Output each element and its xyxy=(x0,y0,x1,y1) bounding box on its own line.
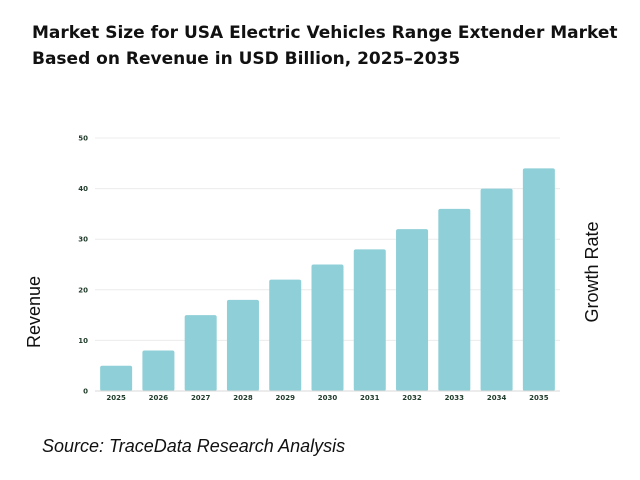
chart-title-line-2: Based on Revenue in USD Billion, 2025–20… xyxy=(32,49,461,69)
bar xyxy=(226,299,259,391)
y-tick-label: 0 xyxy=(83,388,88,396)
y-tick-label: 40 xyxy=(78,185,88,193)
x-tick-label: 2029 xyxy=(275,394,295,402)
bar xyxy=(438,208,471,391)
y-tick-label: 10 xyxy=(78,337,88,345)
bar xyxy=(480,188,513,391)
bar xyxy=(184,315,217,391)
chart-title: Market Size for USA Electric Vehicles Ra… xyxy=(32,20,622,72)
bar xyxy=(396,229,429,391)
x-tick-label: 2031 xyxy=(360,394,380,402)
bar xyxy=(311,264,344,391)
x-tick-label: 2035 xyxy=(529,394,549,402)
x-tick-label: 2026 xyxy=(149,394,169,402)
x-tick-label: 2034 xyxy=(487,394,507,402)
y-tick-label: 30 xyxy=(78,236,88,244)
bar xyxy=(269,279,302,391)
source-note: Source: TraceData Research Analysis xyxy=(42,436,346,456)
y-tick-label: 20 xyxy=(78,286,88,294)
x-tick-label: 2027 xyxy=(191,394,211,402)
bar xyxy=(142,350,175,391)
x-tick-label: 2025 xyxy=(106,394,126,402)
bar xyxy=(100,365,133,391)
bar xyxy=(353,249,386,391)
y-tick-label: 50 xyxy=(78,135,88,143)
x-tick-label: 2028 xyxy=(233,394,253,402)
x-tick-label: 2033 xyxy=(445,394,465,402)
chart-title-line-1: Market Size for USA Electric Vehicles Ra… xyxy=(32,23,618,43)
bar xyxy=(522,168,555,391)
x-tick-label: 2030 xyxy=(318,394,338,402)
x-tick-label: 2032 xyxy=(402,394,422,402)
